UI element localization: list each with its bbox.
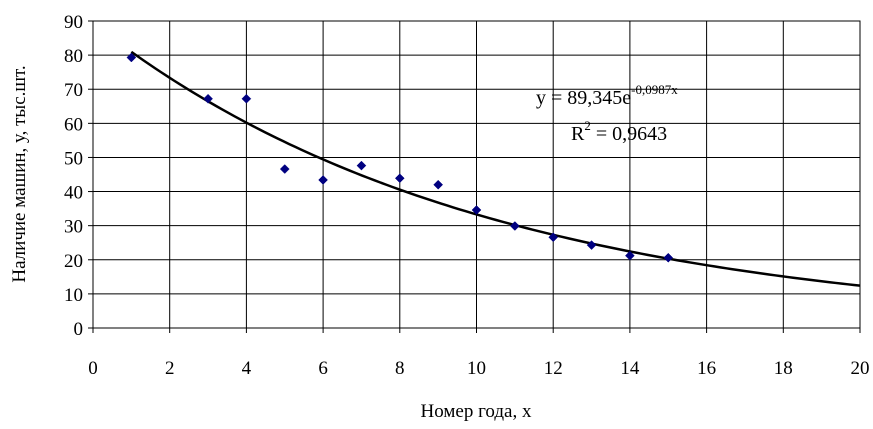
data-point	[203, 93, 213, 104]
tick-labels: 0 2 4 6 8 10 12 14 16 18 20 0 10 20 30 40 50 60 70 80 90	[64, 12, 870, 379]
x-tick-label: 20	[851, 358, 870, 379]
data-point	[318, 175, 328, 185]
r-squared-exponent: 2	[584, 118, 591, 133]
x-tick-label: 16	[697, 358, 716, 379]
data-point	[356, 160, 367, 171]
y-tick-label: 20	[64, 251, 83, 272]
x-tick-label: 2	[165, 358, 175, 379]
x-tick-label: 14	[620, 358, 640, 379]
y-tick-label: 0	[74, 319, 84, 340]
y-tick-label: 90	[64, 12, 83, 33]
y-tick-label: 10	[64, 285, 83, 306]
plot-border	[92, 20, 861, 329]
data-point	[279, 164, 290, 174]
data-point	[433, 179, 444, 190]
y-tick-label: 60	[64, 114, 83, 135]
x-tick-label: 8	[395, 358, 405, 379]
r-squared-label: R2 = 0,9643	[571, 118, 667, 145]
x-tick-label: 12	[544, 358, 563, 379]
data-point	[509, 221, 520, 231]
y-tick-label: 40	[64, 183, 83, 204]
y-tick-label: 70	[64, 80, 83, 101]
y-axis-label: Наличие машин, у, тыс.шт.	[9, 65, 30, 282]
data-point	[586, 240, 597, 250]
x-tick-label: 0	[88, 358, 98, 379]
equation-exponent: -0,0987x	[631, 82, 678, 97]
data-point	[663, 252, 674, 263]
data-point	[625, 250, 635, 261]
equation-label: y = 89,345e-0,0987x	[536, 82, 678, 109]
x-axis-label: Номер года, х	[421, 401, 532, 422]
data-point	[548, 232, 559, 243]
trendline-group	[130, 50, 861, 287]
y-tick-label: 50	[64, 148, 83, 169]
x-tick-label: 18	[774, 358, 793, 379]
y-tick-label: 30	[64, 217, 83, 238]
y-tick-label: 80	[64, 46, 83, 67]
x-tick-label: 10	[467, 358, 486, 379]
data-point	[394, 173, 405, 184]
data-point	[126, 52, 137, 63]
r-squared-prefix: R	[571, 123, 585, 145]
data-points	[126, 52, 674, 263]
data-point	[471, 205, 482, 215]
trendline	[130, 50, 861, 287]
equation-prefix: y = 89,345e	[536, 87, 631, 109]
r-squared-value: = 0,9643	[591, 123, 667, 145]
x-tick-label: 6	[318, 358, 328, 379]
x-tick-label: 4	[242, 358, 252, 379]
data-point	[241, 93, 252, 104]
